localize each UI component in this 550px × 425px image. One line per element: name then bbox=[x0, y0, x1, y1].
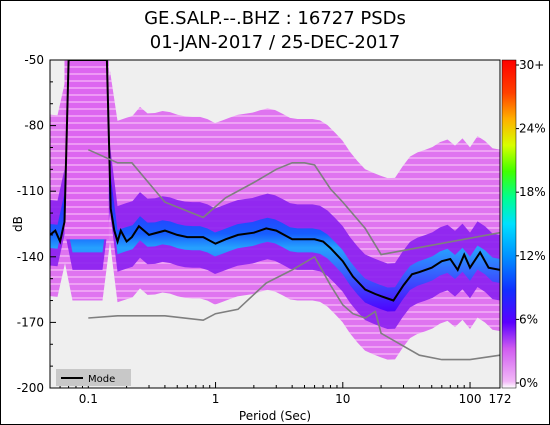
x-tick-label: 172 bbox=[489, 392, 512, 406]
y-tick-label: -80 bbox=[24, 119, 44, 133]
high-noise-model-line bbox=[87, 148, 500, 256]
x-tick-label: 10 bbox=[335, 392, 350, 406]
legend-mode-label: Mode bbox=[88, 374, 115, 385]
colorbar-tick-label: 30+ bbox=[519, 58, 544, 72]
legend: Mode bbox=[56, 369, 131, 386]
y-axis: -50 -80 -110 -140 -170 -200 bbox=[17, 53, 56, 395]
x-axis-label: Period (Sec) bbox=[239, 409, 311, 423]
low-noise-model-line bbox=[88, 255, 500, 361]
chart-title: GE.SALP.--.BHZ : 16727 PSDs bbox=[144, 8, 406, 29]
y-tick-label: -110 bbox=[17, 184, 44, 198]
colorbar-tick-label: 6% bbox=[519, 312, 538, 326]
psd-spike-region bbox=[64, 60, 109, 240]
colorbar bbox=[502, 60, 516, 388]
colorbar-tick-label: 0% bbox=[519, 376, 538, 390]
colorbar-tick-label: 24% bbox=[519, 122, 546, 136]
colorbar-tick-label: 12% bbox=[519, 249, 546, 263]
colorbar-ticks: 30+ 24% 18% 12% 6% 0% bbox=[516, 58, 546, 390]
psd-band-core bbox=[50, 170, 500, 312]
x-tick-label: 1 bbox=[212, 392, 220, 406]
y-tick-label: -50 bbox=[24, 53, 44, 67]
plot-border bbox=[49, 59, 501, 389]
x-tick-label: 0.1 bbox=[79, 392, 98, 406]
x-axis: 0.1 1 10 100 172 bbox=[49, 382, 512, 406]
colorbar-tick-label: 18% bbox=[519, 185, 546, 199]
y-tick-label: -170 bbox=[17, 315, 44, 329]
chart-subtitle: 01-JAN-2017 / 25-DEC-2017 bbox=[149, 32, 401, 53]
x-tick-label: 100 bbox=[459, 392, 482, 406]
legend-box bbox=[56, 369, 131, 386]
psd-heatmap bbox=[50, 60, 500, 360]
y-axis-label: dB bbox=[11, 216, 25, 232]
mode-line bbox=[50, 60, 500, 302]
y-tick-label: -140 bbox=[17, 250, 44, 264]
noise-model-lines bbox=[50, 60, 500, 361]
colorbar-border bbox=[501, 59, 517, 389]
y-tick-label: -200 bbox=[17, 381, 44, 395]
